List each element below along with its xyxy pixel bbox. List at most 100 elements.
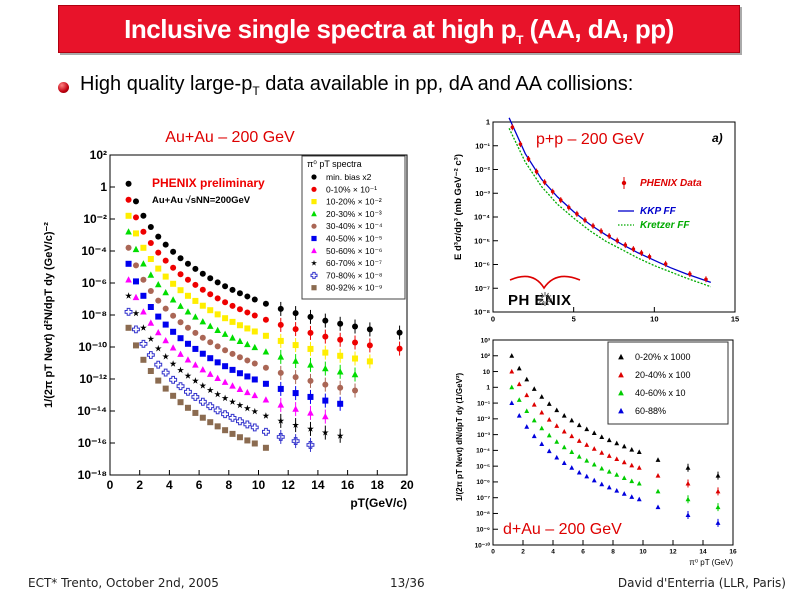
dau-data-point — [531, 386, 537, 391]
auau-y-tick-label: 10⁻¹⁴ — [77, 404, 107, 418]
auau-data-point — [221, 378, 229, 385]
auau-data-point — [192, 265, 199, 272]
auau-data-point — [306, 441, 315, 449]
auau-data-point — [229, 318, 236, 325]
auau-series-7 — [125, 292, 344, 443]
auau-x-tick-label: 8 — [225, 478, 232, 492]
auau-data-point — [140, 292, 147, 299]
auau-system-label: Au+Au √sNN=200GeV — [152, 195, 251, 206]
auau-data-point — [170, 328, 177, 335]
dau-x-axis-label: π⁰ pT (GeV) — [689, 558, 733, 567]
auau-data-point — [154, 329, 162, 336]
footer-author: David d'Enterria (LLR, Paris) — [617, 576, 786, 590]
phenix-logo-icon — [545, 292, 549, 298]
auau-data-point — [236, 370, 243, 377]
dau-data-point — [636, 449, 642, 454]
auau-data-point — [170, 248, 177, 255]
dau-data-point — [614, 456, 620, 462]
auau-data-point — [132, 262, 139, 269]
auau-legend-box — [301, 155, 406, 300]
auau-data-point — [177, 287, 184, 294]
pp-y-tick-label: 10⁻⁸ — [474, 308, 490, 317]
bullet-text: High quality large-pT data available in … — [80, 73, 633, 98]
dau-data-point — [516, 381, 522, 387]
auau-data-point — [337, 336, 344, 343]
auau-data-point — [366, 326, 373, 333]
auau-data-point — [199, 414, 206, 421]
auau-data-point — [184, 372, 192, 379]
auau-x-tick-label: 18 — [371, 478, 385, 492]
auau-data-point — [292, 357, 299, 364]
dau-x-tick-label: 16 — [729, 549, 737, 556]
auau-legend-label: 0-10% × 10⁻¹ — [326, 184, 377, 194]
dau-data-point — [584, 457, 590, 463]
dau-legend-label: 20-40% x 100 — [635, 370, 691, 380]
auau-data-point — [307, 409, 314, 416]
dau-series-0 — [509, 353, 721, 480]
dau-legend-label: 60-88% — [635, 406, 666, 416]
dau-data-point — [599, 481, 605, 487]
auau-data-point — [169, 360, 177, 367]
pp-y-tick-label: 10⁻⁴ — [474, 213, 490, 222]
auau-data-point — [262, 332, 269, 339]
dau-x-tick-label: 0 — [491, 549, 495, 556]
auau-data-point — [177, 255, 184, 262]
auau-data-point — [322, 397, 329, 404]
auau-data-point — [207, 275, 214, 282]
auau-data-point — [236, 434, 243, 441]
auau-data-point — [251, 440, 258, 447]
dau-legend-marker — [618, 353, 624, 360]
pp-y-tick-label: 10⁻³ — [475, 189, 490, 198]
auau-data-point — [132, 342, 139, 349]
auau-data-point — [229, 350, 236, 357]
auau-data-point — [337, 384, 344, 391]
auau-caption: Au+Au – 200 GeV — [165, 129, 295, 146]
auau-legend-label: 20-30% × 10⁻³ — [326, 209, 382, 219]
dau-data-point — [554, 454, 560, 460]
auau-data-point — [262, 396, 270, 403]
auau-y-tick-label: 1 — [100, 180, 107, 194]
auau-data-point — [277, 417, 285, 424]
auau-data-point — [125, 244, 132, 251]
pp-y-axis-label: E d³σ/dp³ (mb GeV⁻² c³) — [453, 154, 464, 260]
dau-x-tick-label: 10 — [639, 549, 647, 556]
auau-data-point — [177, 366, 184, 374]
auau-data-point — [250, 423, 259, 432]
auau-data-point — [184, 324, 191, 331]
dau-data-point — [561, 444, 567, 450]
auau-data-point — [140, 308, 147, 315]
auau-data-point — [336, 368, 344, 375]
dau-data-point — [621, 459, 627, 465]
auau-data-point — [251, 328, 258, 335]
auau-data-point — [206, 386, 214, 394]
dau-data-point — [539, 394, 545, 399]
auau-data-point — [307, 313, 314, 320]
pp-data-point — [510, 125, 515, 130]
auau-data-point — [140, 212, 147, 219]
auau-data-point — [162, 385, 169, 392]
auau-data-point — [277, 321, 284, 328]
auau-data-point — [251, 343, 259, 351]
auau-legend-marker — [311, 235, 317, 242]
dau-data-point — [629, 446, 635, 452]
pp-y-tick-label: 10⁻¹ — [475, 141, 490, 150]
dau-data-point — [685, 496, 691, 502]
auau-y-tick-label: 10⁻⁴ — [81, 244, 107, 258]
pp-legend-label: Kretzer FF — [640, 220, 690, 231]
auau-y-axis-label: 1/(2π pT Nevt) d²N/dpT dy (GeV/c)⁻² — [43, 222, 55, 408]
dau-data-point — [591, 446, 597, 451]
auau-data-point — [243, 404, 251, 412]
auau-series-5 — [125, 260, 344, 411]
auau-data-point — [132, 278, 139, 285]
dau-series-1 — [509, 368, 721, 496]
auau-data-point — [244, 357, 251, 364]
pp-plot-frame — [492, 121, 736, 313]
dau-y-tick-label: 10⁻⁹ — [476, 527, 490, 534]
dau-data-point — [576, 422, 582, 428]
auau-data-point — [162, 353, 170, 360]
auau-x-tick-label: 14 — [311, 478, 325, 492]
dau-data-point — [636, 480, 642, 486]
auau-data-point — [214, 295, 221, 302]
auau-data-point — [251, 360, 258, 367]
auau-legend-marker — [311, 260, 317, 266]
